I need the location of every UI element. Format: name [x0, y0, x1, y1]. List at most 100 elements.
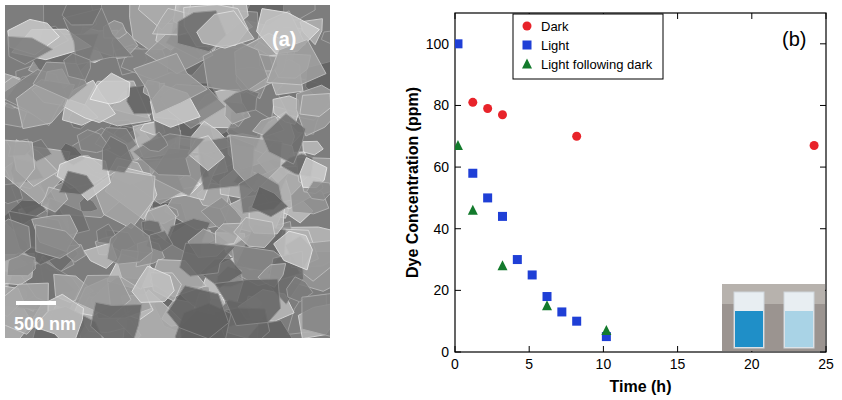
x-tick-label: 15 — [670, 356, 686, 372]
x-tick — [603, 346, 604, 352]
y-tick-label: 80 — [433, 97, 449, 113]
inset-vial — [734, 292, 764, 348]
y-tick — [455, 167, 461, 168]
scale-bar — [16, 301, 56, 305]
plot-frame — [455, 13, 826, 352]
y-tick — [455, 290, 461, 291]
point — [542, 300, 552, 310]
inset-vial-liquid — [785, 311, 813, 347]
point — [483, 104, 492, 113]
legend-marker — [522, 59, 532, 69]
y-axis-title: Dye Concentration (ppm) — [404, 87, 421, 278]
figure: (a) 500 nm 0 20 40 60 80 100 0 5 10 15 20 25 Time (h) D… — [0, 0, 842, 400]
point — [528, 270, 537, 279]
legend-box — [513, 14, 663, 79]
sem-flake — [5, 140, 35, 188]
sem-flake — [59, 171, 94, 194]
point — [468, 169, 477, 178]
sem-flake — [103, 136, 133, 173]
sem-flake — [302, 292, 330, 337]
sem-flake — [132, 266, 174, 302]
sem-flake — [303, 141, 324, 155]
x-tick — [751, 13, 752, 19]
y-tick-label: 40 — [433, 221, 449, 237]
y-tick — [455, 105, 461, 106]
legend-label: Light — [541, 38, 570, 53]
legend-marker — [523, 41, 532, 50]
y-tick — [455, 228, 461, 229]
sem-flake — [134, 53, 208, 114]
point — [497, 260, 507, 270]
sem-flake — [197, 11, 254, 48]
sem-flake — [35, 225, 80, 259]
x-tick — [455, 13, 456, 19]
legend-label: Dark — [541, 19, 569, 34]
sem-flake — [8, 36, 53, 64]
point — [483, 193, 492, 202]
x-tick-label: 10 — [596, 356, 612, 372]
sem-flake — [90, 73, 130, 104]
sem-background — [5, 5, 330, 338]
x-tick — [529, 346, 530, 352]
sem-flake — [142, 132, 168, 152]
point — [498, 212, 507, 221]
sem-flake — [251, 186, 287, 216]
points — [455, 39, 819, 341]
sem-flake — [5, 219, 31, 267]
point — [810, 141, 819, 150]
x-tick — [826, 13, 827, 19]
point — [572, 317, 581, 326]
sem-flake — [180, 243, 236, 276]
sem-flake — [262, 114, 306, 165]
legend-marker — [523, 22, 532, 31]
point — [498, 110, 507, 119]
point — [455, 39, 462, 48]
point — [513, 255, 522, 264]
point — [543, 292, 552, 301]
sem-flake — [307, 181, 330, 200]
point — [468, 98, 477, 107]
sem-flake — [62, 5, 102, 25]
point — [601, 325, 611, 335]
x-tick — [826, 346, 827, 352]
point — [557, 307, 566, 316]
sem-flake — [107, 222, 153, 264]
x-axis-title: Time (h) — [610, 378, 672, 395]
legend-label: Light following dark — [541, 57, 653, 72]
x-tick — [677, 346, 678, 352]
scale-bar-label: 500 nm — [14, 314, 76, 334]
sem-flake — [91, 302, 142, 338]
inset-vial-liquid — [735, 311, 763, 347]
panel-label: (a) — [272, 28, 296, 50]
sem-flake — [234, 217, 275, 247]
y-tick — [820, 228, 826, 229]
y-tick — [820, 352, 826, 353]
inset-photo — [722, 284, 825, 351]
inset-vial — [784, 292, 814, 348]
sem-flake — [64, 53, 91, 80]
point — [468, 205, 478, 215]
sem-flake — [321, 30, 330, 43]
point — [455, 140, 463, 150]
x-tick — [677, 13, 678, 19]
x-tick-label: 5 — [525, 356, 533, 372]
sem-flake — [133, 134, 205, 176]
x-tick-label: 0 — [451, 356, 459, 372]
y-tick-label: 20 — [433, 282, 449, 298]
x-tick-label: 25 — [818, 356, 834, 372]
panel-label: (b) — [782, 28, 806, 50]
legend: Dark Light Light following dark — [513, 14, 663, 79]
y-tick-label: 100 — [426, 36, 450, 52]
y-tick — [820, 167, 826, 168]
point — [572, 132, 581, 141]
x-tick-label: 20 — [744, 356, 760, 372]
x-tick — [455, 346, 456, 352]
y-tick — [820, 105, 826, 106]
sem-flake — [215, 279, 281, 326]
sem-flake — [300, 94, 330, 117]
y-tick-label: 0 — [441, 344, 449, 360]
y-tick-label: 60 — [433, 159, 449, 175]
sem-flake — [223, 89, 259, 114]
y-tick — [455, 352, 461, 353]
sem-image — [5, 5, 330, 338]
